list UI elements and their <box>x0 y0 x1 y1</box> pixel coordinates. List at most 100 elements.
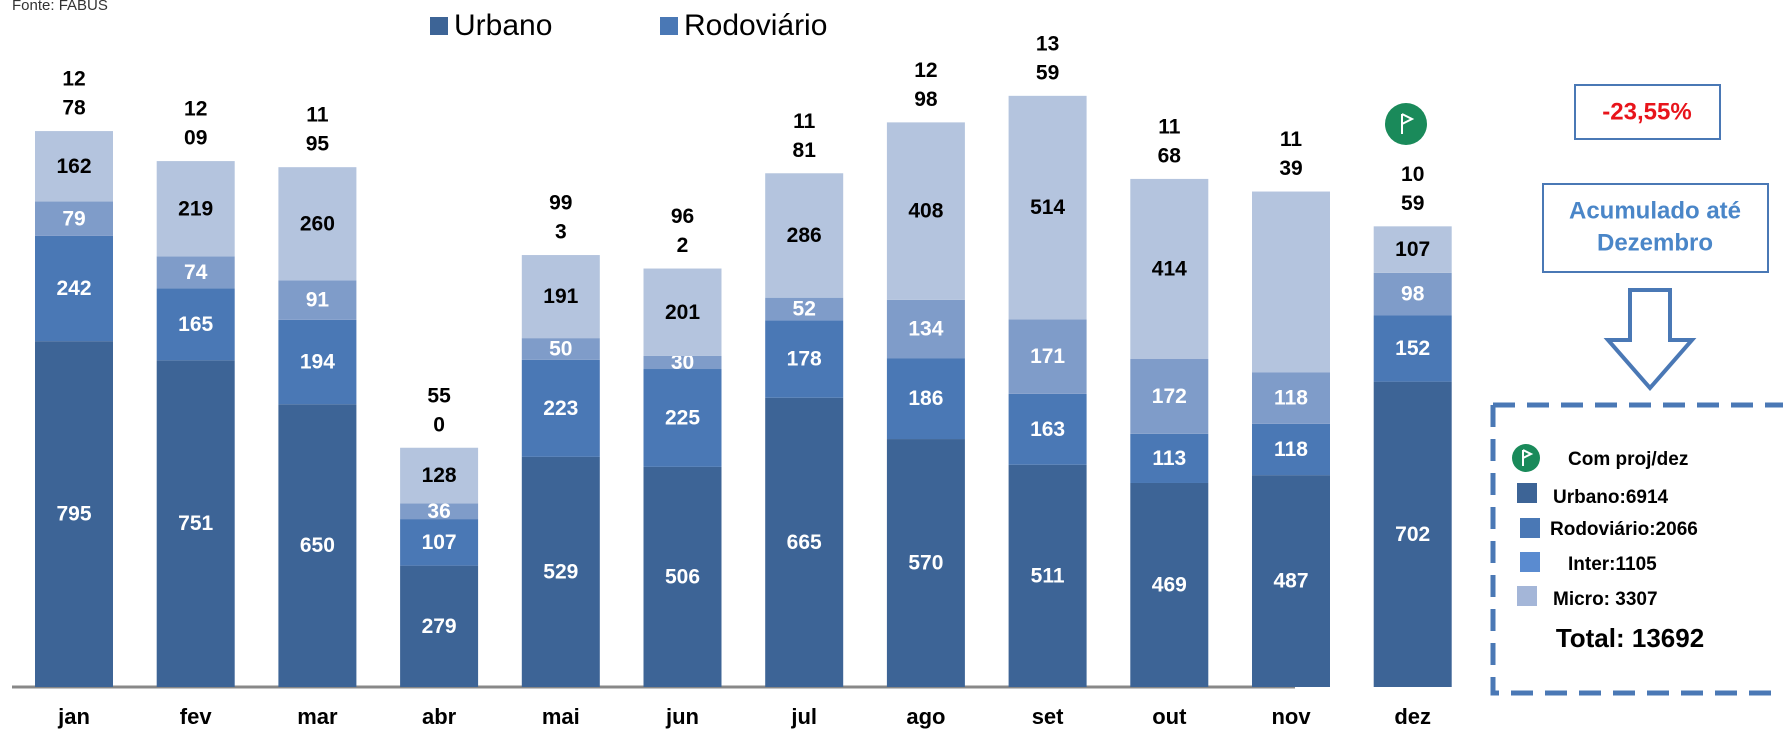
legend-swatch <box>1517 483 1537 503</box>
panel-box <box>1490 402 1783 696</box>
bar-segment <box>1373 226 1452 273</box>
value-label: 128 <box>422 464 457 487</box>
bar-segment <box>35 341 113 687</box>
value-label: 223 <box>543 397 578 420</box>
total-label: 12 <box>914 59 937 82</box>
value-label: 186 <box>908 387 943 410</box>
value-label: 91 <box>306 289 330 312</box>
value-label: 118 <box>1274 387 1308 410</box>
bar-segment <box>400 519 479 566</box>
bar-segment <box>1008 464 1087 687</box>
value-label: 570 <box>908 552 943 575</box>
bar-segment <box>1373 315 1452 382</box>
value-label: 795 <box>56 503 91 526</box>
total-label: 10 <box>1401 163 1424 186</box>
bar-segment <box>156 256 235 289</box>
total: Total: 13692 <box>1556 623 1704 653</box>
value-label: 163 <box>1030 418 1065 441</box>
x-tick-label: nov <box>1271 704 1311 729</box>
accum: Dezembro <box>1597 229 1713 256</box>
legend-item: Urbano:6914 <box>1553 487 1669 508</box>
x-tick-label: out <box>1152 704 1187 729</box>
value-label: 191 <box>543 285 578 308</box>
bar-segment <box>521 255 600 339</box>
total-label: 12 <box>62 68 85 91</box>
flag-icon <box>1385 103 1427 145</box>
change-box <box>1574 84 1721 140</box>
bar-segment <box>35 201 113 236</box>
total-label: 59 <box>1401 192 1424 215</box>
total-label: 39 <box>1279 157 1302 180</box>
value-label: 79 <box>62 207 85 230</box>
x-tick-label: jan <box>57 704 90 729</box>
value-label: 260 <box>300 212 335 235</box>
total-label: 81 <box>793 139 817 162</box>
total-label: 11 <box>306 104 329 127</box>
legend-label: Urbano <box>454 9 552 42</box>
bar-segment <box>765 397 844 687</box>
total-label: 11 <box>793 110 816 133</box>
x-tick-label: fev <box>180 704 213 729</box>
bar-segment <box>521 338 600 360</box>
bar-segment <box>278 167 357 281</box>
value-label: 487 <box>1273 570 1308 593</box>
total-label: 95 <box>306 133 330 156</box>
x-tick-label: mar <box>297 704 338 729</box>
legend-item: Rodoviário:2066 <box>1550 519 1698 540</box>
accum-box <box>1542 183 1769 273</box>
bar-segment <box>643 466 722 687</box>
x-tick-label: ago <box>906 704 945 729</box>
value-label: 514 <box>1030 196 1065 219</box>
bar-segment <box>1130 359 1209 434</box>
value-label: 751 <box>178 512 213 535</box>
bar-segment <box>521 359 600 457</box>
total-label: 3 <box>555 221 567 244</box>
value-label: 242 <box>56 277 91 300</box>
value-label: 665 <box>787 531 822 554</box>
bar-segment <box>278 404 357 687</box>
bar-segment <box>1130 178 1209 360</box>
value-label: 171 <box>1030 345 1065 368</box>
bar-segment <box>156 161 235 257</box>
value-label: 74 <box>184 261 208 284</box>
value-label: 702 <box>1395 523 1430 546</box>
x-tick-label: dez <box>1394 704 1431 729</box>
total-label: 78 <box>62 97 86 120</box>
bar-segment <box>156 288 235 361</box>
bar-segment <box>643 355 722 370</box>
bar-segment <box>765 297 844 321</box>
bar-segment <box>1252 423 1330 476</box>
total-label: 59 <box>1036 61 1059 84</box>
bar-segment <box>886 122 965 300</box>
value-label: 279 <box>422 615 457 638</box>
bar-segment <box>1130 482 1209 687</box>
bar-segment <box>1252 475 1330 687</box>
value-label: 178 <box>787 348 822 371</box>
legend-swatch <box>1520 518 1540 538</box>
bar-segment <box>643 268 722 356</box>
value-label: 152 <box>1395 337 1430 360</box>
x-tick-label: mai <box>542 704 580 729</box>
bar-segment <box>400 565 479 687</box>
value-label: 118 <box>1274 438 1308 461</box>
legend-swatch <box>430 17 448 35</box>
total-label: 13 <box>1036 32 1059 55</box>
legend-label: Rodoviário <box>684 9 827 42</box>
value-label: 469 <box>1152 574 1187 597</box>
bar-segment <box>278 280 357 320</box>
bar-segment <box>400 447 479 504</box>
legend-item: Inter:1105 <box>1568 554 1657 575</box>
legend-swatch <box>660 17 678 35</box>
bar-segment <box>278 319 357 405</box>
value-label: 50 <box>549 338 572 361</box>
flag-icon <box>1512 444 1540 472</box>
bar-segment <box>1252 191 1330 373</box>
value-label: 529 <box>543 560 578 583</box>
bar-segment <box>643 369 722 467</box>
value-label: 98 <box>1401 283 1425 306</box>
value-label: 134 <box>908 318 943 341</box>
total-label: 98 <box>914 88 938 111</box>
total-label: 12 <box>184 98 207 121</box>
bar-segment <box>886 439 965 687</box>
